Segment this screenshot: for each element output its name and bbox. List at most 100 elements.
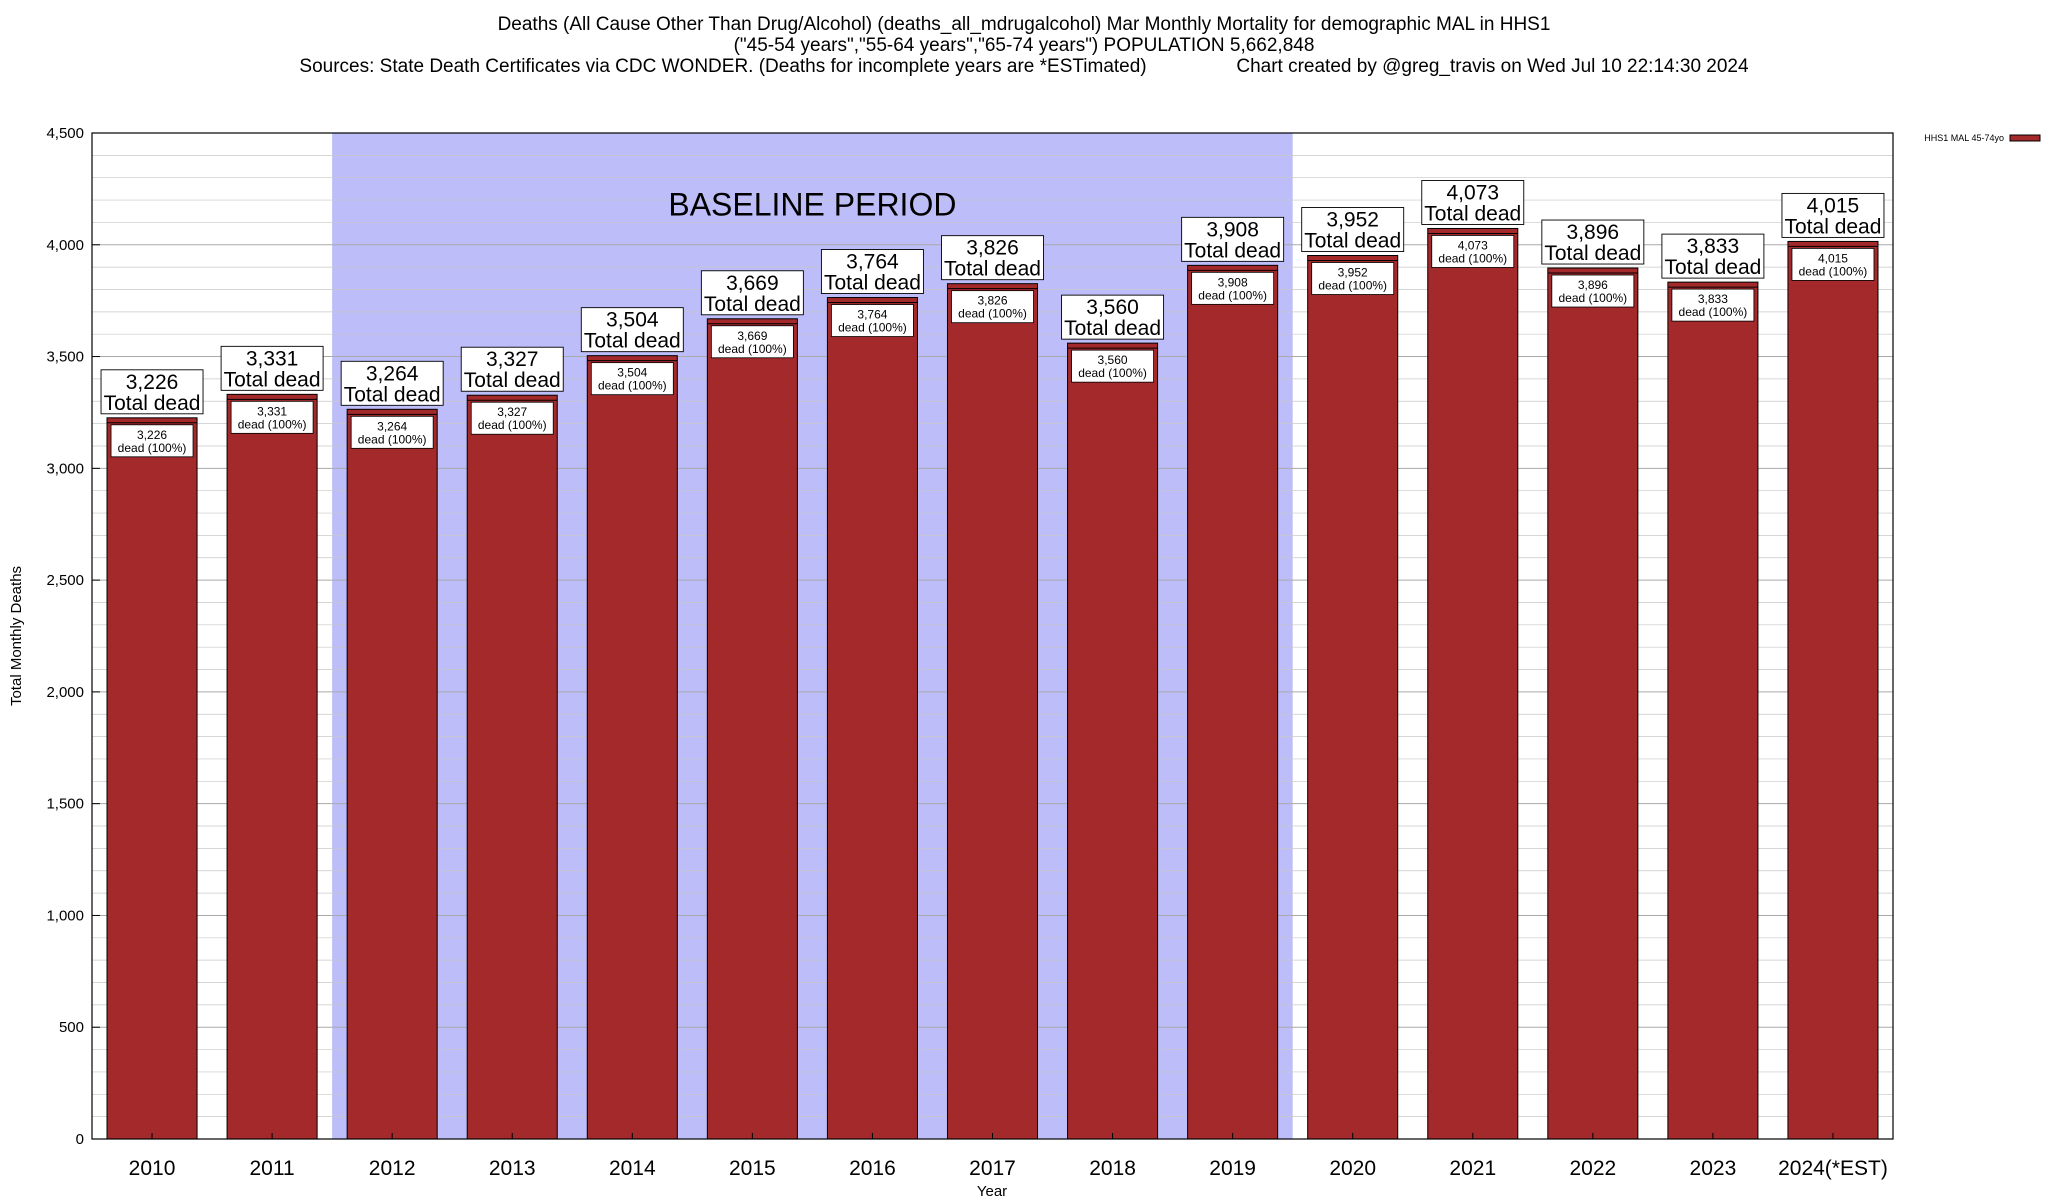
segment-percent-label: dead (100%) [1558, 291, 1627, 305]
total-value-label: 3,560 [1086, 296, 1139, 319]
total-value-label: 3,669 [726, 272, 779, 295]
segment-value-label: 3,504 [617, 366, 647, 380]
total-label-box [1661, 233, 1765, 279]
y-tick-label: 0 [76, 1131, 84, 1148]
segment-value-label: 3,560 [1098, 353, 1128, 367]
y-tick-label: 1,000 [46, 907, 84, 924]
segment-label-box [1311, 262, 1395, 295]
x-tick-label: 2016 [849, 1157, 896, 1180]
bar [1787, 240, 1879, 1140]
legend-label: HHS1 MAL 45-74yo [1924, 133, 2004, 143]
segment-label-box [710, 325, 794, 359]
segment-value-label: 3,331 [257, 404, 287, 418]
x-axis-title: Year [977, 1183, 1007, 1200]
bar [1067, 342, 1159, 1140]
total-label-box [220, 345, 324, 391]
segment-percent-label: dead (100%) [1318, 279, 1387, 293]
total-dead-label: Total dead [944, 258, 1041, 281]
segment-percent-label: dead (100%) [1438, 251, 1507, 265]
total-dead-label: Total dead [584, 330, 681, 353]
total-dead-label: Total dead [344, 383, 441, 406]
total-dead-label: Total dead [704, 293, 801, 316]
segment-percent-label: dead (100%) [598, 379, 667, 393]
segment-label-box [590, 362, 674, 396]
total-label-box [1181, 216, 1285, 262]
bar [1187, 264, 1279, 1140]
total-value-label: 3,327 [486, 348, 539, 371]
bar [586, 355, 678, 1140]
segment-percent-label: dead (100%) [958, 307, 1027, 321]
segment-label-box [1671, 288, 1755, 322]
chart-titles: Deaths (All Cause Other Than Drug/Alcoho… [0, 14, 2048, 77]
segment-label-box [110, 424, 194, 458]
segment-value-label: 3,327 [497, 405, 527, 419]
total-label-box [1781, 192, 1885, 238]
total-dead-label: Total dead [1664, 256, 1761, 279]
x-tick-label: 2011 [250, 1157, 295, 1180]
x-tick-label: 2017 [969, 1157, 1016, 1180]
segment-percent-label: dead (100%) [118, 441, 187, 455]
total-dead-label: Total dead [1785, 215, 1882, 238]
segment-percent-label: dead (100%) [1198, 288, 1267, 302]
segment-percent-label: dead (100%) [1799, 264, 1868, 278]
total-value-label: 4,073 [1446, 181, 1499, 204]
segment-label-box [350, 415, 434, 449]
x-tick-label: 2015 [729, 1157, 776, 1180]
total-label-box [1301, 207, 1405, 252]
segment-value-label: 3,952 [1338, 266, 1368, 280]
chart-title-line2: ("45-54 years","55-64 years","65-74 year… [733, 35, 1315, 56]
segment-label-box [1791, 248, 1875, 281]
total-dead-label: Total dead [824, 272, 921, 295]
total-value-label: 3,504 [606, 309, 659, 332]
x-tick-label: 2024(*EST) [1778, 1157, 1888, 1180]
y-tick-label: 3,000 [46, 460, 84, 477]
segment-value-label: 3,908 [1218, 275, 1248, 289]
baseline-period-label: BASELINE PERIOD [668, 187, 956, 223]
total-label-box [580, 307, 684, 353]
total-label-box [100, 369, 204, 415]
total-label-box [1421, 180, 1525, 225]
x-axis: 2010 2011 2012 2013 2014 2015 2016 2017 2018 2019… [129, 1133, 1888, 1180]
x-tick-label: 2010 [129, 1157, 176, 1180]
total-label-box [700, 270, 804, 316]
total-value-label: 3,952 [1326, 209, 1379, 232]
total-label-box [1061, 294, 1165, 340]
segment-value-label: 4,073 [1458, 238, 1488, 252]
x-tick-label: 2019 [1209, 1157, 1256, 1180]
segment-percent-label: dead (100%) [838, 321, 907, 335]
segment-label-box [1191, 271, 1275, 305]
total-dead-label: Total dead [104, 392, 201, 415]
segment-percent-label: dead (100%) [238, 417, 307, 431]
total-value-label: 3,331 [246, 347, 299, 370]
y-tick-label: 4,500 [46, 125, 84, 142]
total-label-box [460, 346, 564, 392]
bar [106, 417, 198, 1140]
y-tick-label: 3,500 [46, 349, 84, 366]
segment-percent-label: dead (100%) [478, 418, 547, 432]
y-tick-label: 2,000 [46, 684, 84, 701]
y-tick-label: 500 [59, 1019, 84, 1036]
segment-value-label: 3,764 [857, 308, 887, 322]
segment-label-box [951, 290, 1034, 324]
bar [826, 297, 918, 1140]
y-tick-label: 2,500 [46, 572, 84, 589]
x-tick-label: 2014 [609, 1157, 656, 1180]
y-axis: 0 500 1,000 1,500 2,000 2,500 3,000 3,500 4,000 4… [46, 125, 100, 1148]
segment-value-label: 3,226 [137, 428, 167, 442]
total-value-label: 3,764 [846, 251, 899, 274]
total-dead-label: Total dead [1424, 202, 1521, 225]
total-dead-label: Total dead [1544, 242, 1641, 265]
